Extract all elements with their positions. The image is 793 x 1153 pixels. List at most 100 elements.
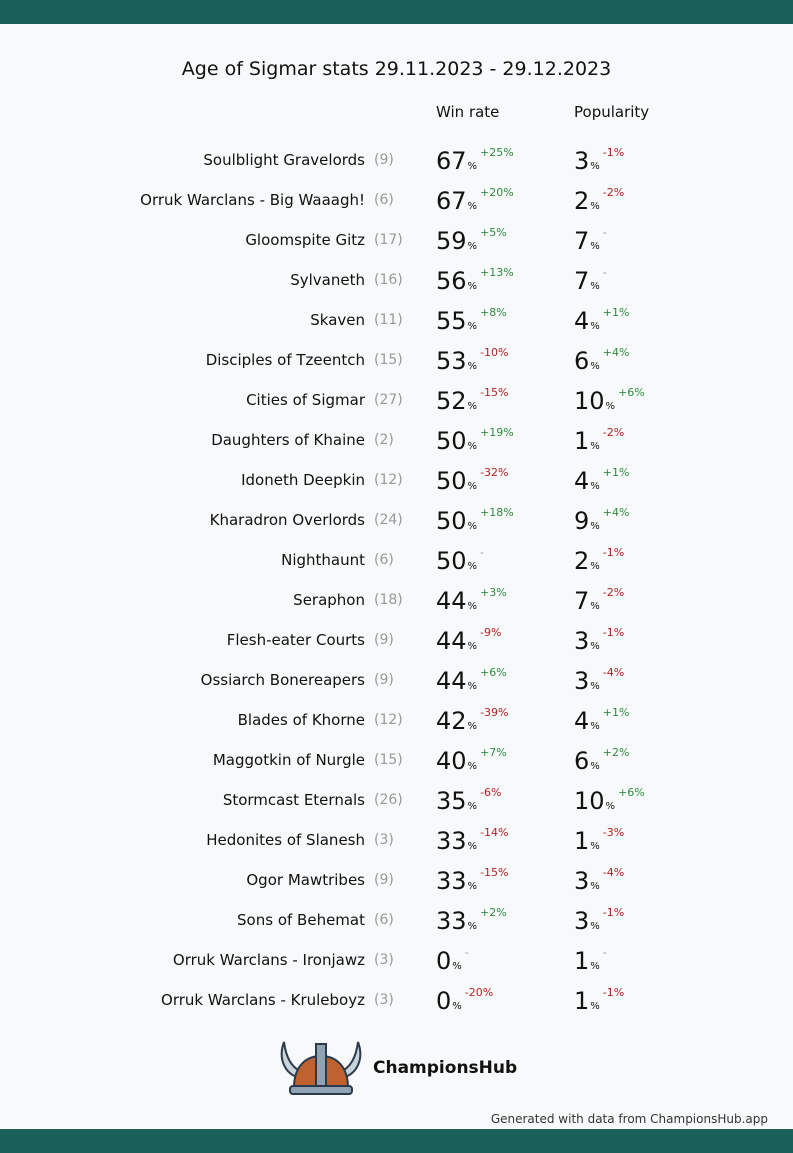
popularity-change: -2% bbox=[602, 186, 625, 199]
popularity-cell: 1%-3% bbox=[574, 826, 624, 855]
faction-name: Gloomspite Gitz bbox=[245, 231, 365, 249]
popularity-change: - bbox=[602, 226, 607, 239]
faction-count: (12) bbox=[374, 472, 403, 488]
popularity-change: +1% bbox=[602, 706, 630, 719]
win-rate-change: +25% bbox=[480, 146, 514, 159]
popularity-cell: 1%- bbox=[574, 946, 607, 975]
faction-name: Stormcast Eternals bbox=[222, 791, 365, 809]
win-rate-change: +6% bbox=[480, 666, 507, 679]
popularity-value: 3 bbox=[574, 667, 590, 695]
faction-count: (12) bbox=[374, 712, 403, 728]
faction-name: Skaven bbox=[310, 311, 365, 329]
popularity-value: 6 bbox=[574, 347, 590, 375]
popularity-value: 4 bbox=[574, 707, 590, 735]
faction-name: Cities of Sigmar bbox=[246, 391, 365, 409]
unit: % bbox=[590, 201, 600, 212]
faction-name: Blades of Khorne bbox=[237, 711, 365, 729]
win-rate-value: 55 bbox=[436, 307, 467, 335]
unit: % bbox=[590, 881, 600, 892]
win-rate-cell: 50%-32% bbox=[436, 466, 508, 495]
faction-name: Seraphon bbox=[293, 591, 365, 609]
popularity-cell: 2%-1% bbox=[574, 546, 624, 575]
win-rate-value: 53 bbox=[436, 347, 467, 375]
unit: % bbox=[467, 201, 478, 212]
bottom-bar bbox=[0, 1129, 793, 1153]
popularity-cell: 3%-1% bbox=[574, 626, 624, 655]
popularity-cell: 3%-1% bbox=[574, 146, 624, 175]
unit: % bbox=[590, 521, 600, 532]
unit: % bbox=[590, 641, 600, 652]
unit: % bbox=[590, 361, 600, 372]
win-rate-change: -14% bbox=[480, 826, 509, 839]
popularity-cell: 10%+6% bbox=[574, 386, 645, 415]
logo-icon bbox=[280, 1041, 362, 1095]
win-rate-cell: 40%+7% bbox=[436, 746, 507, 775]
win-rate-value: 35 bbox=[436, 787, 467, 815]
unit: % bbox=[590, 161, 600, 172]
win-rate-value: 40 bbox=[436, 747, 467, 775]
win-rate-change: -39% bbox=[480, 706, 509, 719]
popularity-value: 10 bbox=[574, 787, 605, 815]
popularity-cell: 6%+2% bbox=[574, 746, 629, 775]
popularity-value: 1 bbox=[574, 827, 590, 855]
popularity-cell: 7%- bbox=[574, 226, 607, 255]
popularity-value: 4 bbox=[574, 307, 590, 335]
win-rate-cell: 33%+2% bbox=[436, 906, 507, 935]
popularity-cell: 1%-1% bbox=[574, 986, 624, 1015]
win-rate-change: +19% bbox=[480, 426, 514, 439]
unit: % bbox=[590, 1001, 600, 1012]
win-rate-cell: 44%+3% bbox=[436, 586, 507, 615]
unit: % bbox=[467, 481, 478, 492]
popularity-change: -1% bbox=[602, 626, 625, 639]
unit: % bbox=[467, 921, 478, 932]
faction-count: (11) bbox=[374, 312, 403, 328]
unit: % bbox=[590, 481, 600, 492]
win-rate-change: +7% bbox=[480, 746, 507, 759]
win-rate-value: 50 bbox=[436, 427, 467, 455]
win-rate-cell: 59%+5% bbox=[436, 226, 507, 255]
popularity-change: +1% bbox=[602, 466, 630, 479]
win-rate-change: -20% bbox=[464, 986, 494, 999]
faction-count: (15) bbox=[374, 352, 403, 368]
unit: % bbox=[467, 161, 478, 172]
popularity-change: -1% bbox=[602, 906, 625, 919]
win-rate-value: 33 bbox=[436, 907, 467, 935]
win-rate-value: 0 bbox=[436, 947, 452, 975]
popularity-value: 7 bbox=[574, 587, 590, 615]
win-rate-change: -6% bbox=[480, 786, 502, 799]
popularity-change: -2% bbox=[602, 426, 625, 439]
win-rate-cell: 50%- bbox=[436, 546, 484, 575]
faction-name: Sons of Behemat bbox=[237, 911, 365, 929]
popularity-change: -3% bbox=[602, 826, 625, 839]
popularity-change: -1% bbox=[602, 546, 625, 559]
faction-name: Idoneth Deepkin bbox=[241, 471, 365, 489]
win-rate-change: +2% bbox=[480, 906, 507, 919]
win-rate-cell: 0%-20% bbox=[436, 986, 493, 1015]
unit: % bbox=[590, 281, 600, 292]
popularity-cell: 7%- bbox=[574, 266, 607, 295]
popularity-cell: 2%-2% bbox=[574, 186, 624, 215]
win-rate-change: +13% bbox=[480, 266, 514, 279]
win-rate-change: -32% bbox=[480, 466, 509, 479]
win-rate-cell: 33%-14% bbox=[436, 826, 508, 855]
popularity-cell: 4%+1% bbox=[574, 706, 629, 735]
faction-count: (27) bbox=[374, 392, 403, 408]
faction-count: (2) bbox=[374, 432, 394, 448]
popularity-value: 1 bbox=[574, 987, 590, 1015]
faction-name: Sylvaneth bbox=[290, 271, 365, 289]
popularity-value: 3 bbox=[574, 867, 590, 895]
win-rate-cell: 44%-9% bbox=[436, 626, 501, 655]
win-rate-change: -15% bbox=[480, 386, 509, 399]
popularity-change: +4% bbox=[602, 346, 630, 359]
unit: % bbox=[467, 561, 478, 572]
win-rate-value: 67 bbox=[436, 187, 467, 215]
unit: % bbox=[605, 801, 616, 812]
popularity-value: 2 bbox=[574, 547, 590, 575]
unit: % bbox=[590, 961, 600, 972]
unit: % bbox=[467, 881, 478, 892]
popularity-change: -1% bbox=[602, 146, 625, 159]
win-rate-cell: 56%+13% bbox=[436, 266, 514, 295]
win-rate-value: 44 bbox=[436, 667, 467, 695]
win-rate-cell: 50%+18% bbox=[436, 506, 514, 535]
